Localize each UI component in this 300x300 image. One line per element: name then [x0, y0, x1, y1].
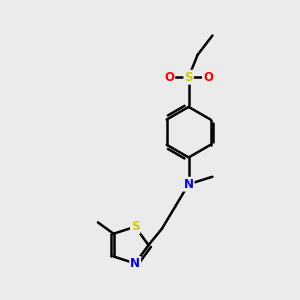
Text: N: N — [130, 257, 140, 270]
Text: S: S — [184, 71, 193, 84]
Text: N: N — [184, 178, 194, 191]
Text: S: S — [131, 220, 140, 233]
Text: O: O — [164, 71, 174, 84]
Text: O: O — [203, 71, 213, 84]
